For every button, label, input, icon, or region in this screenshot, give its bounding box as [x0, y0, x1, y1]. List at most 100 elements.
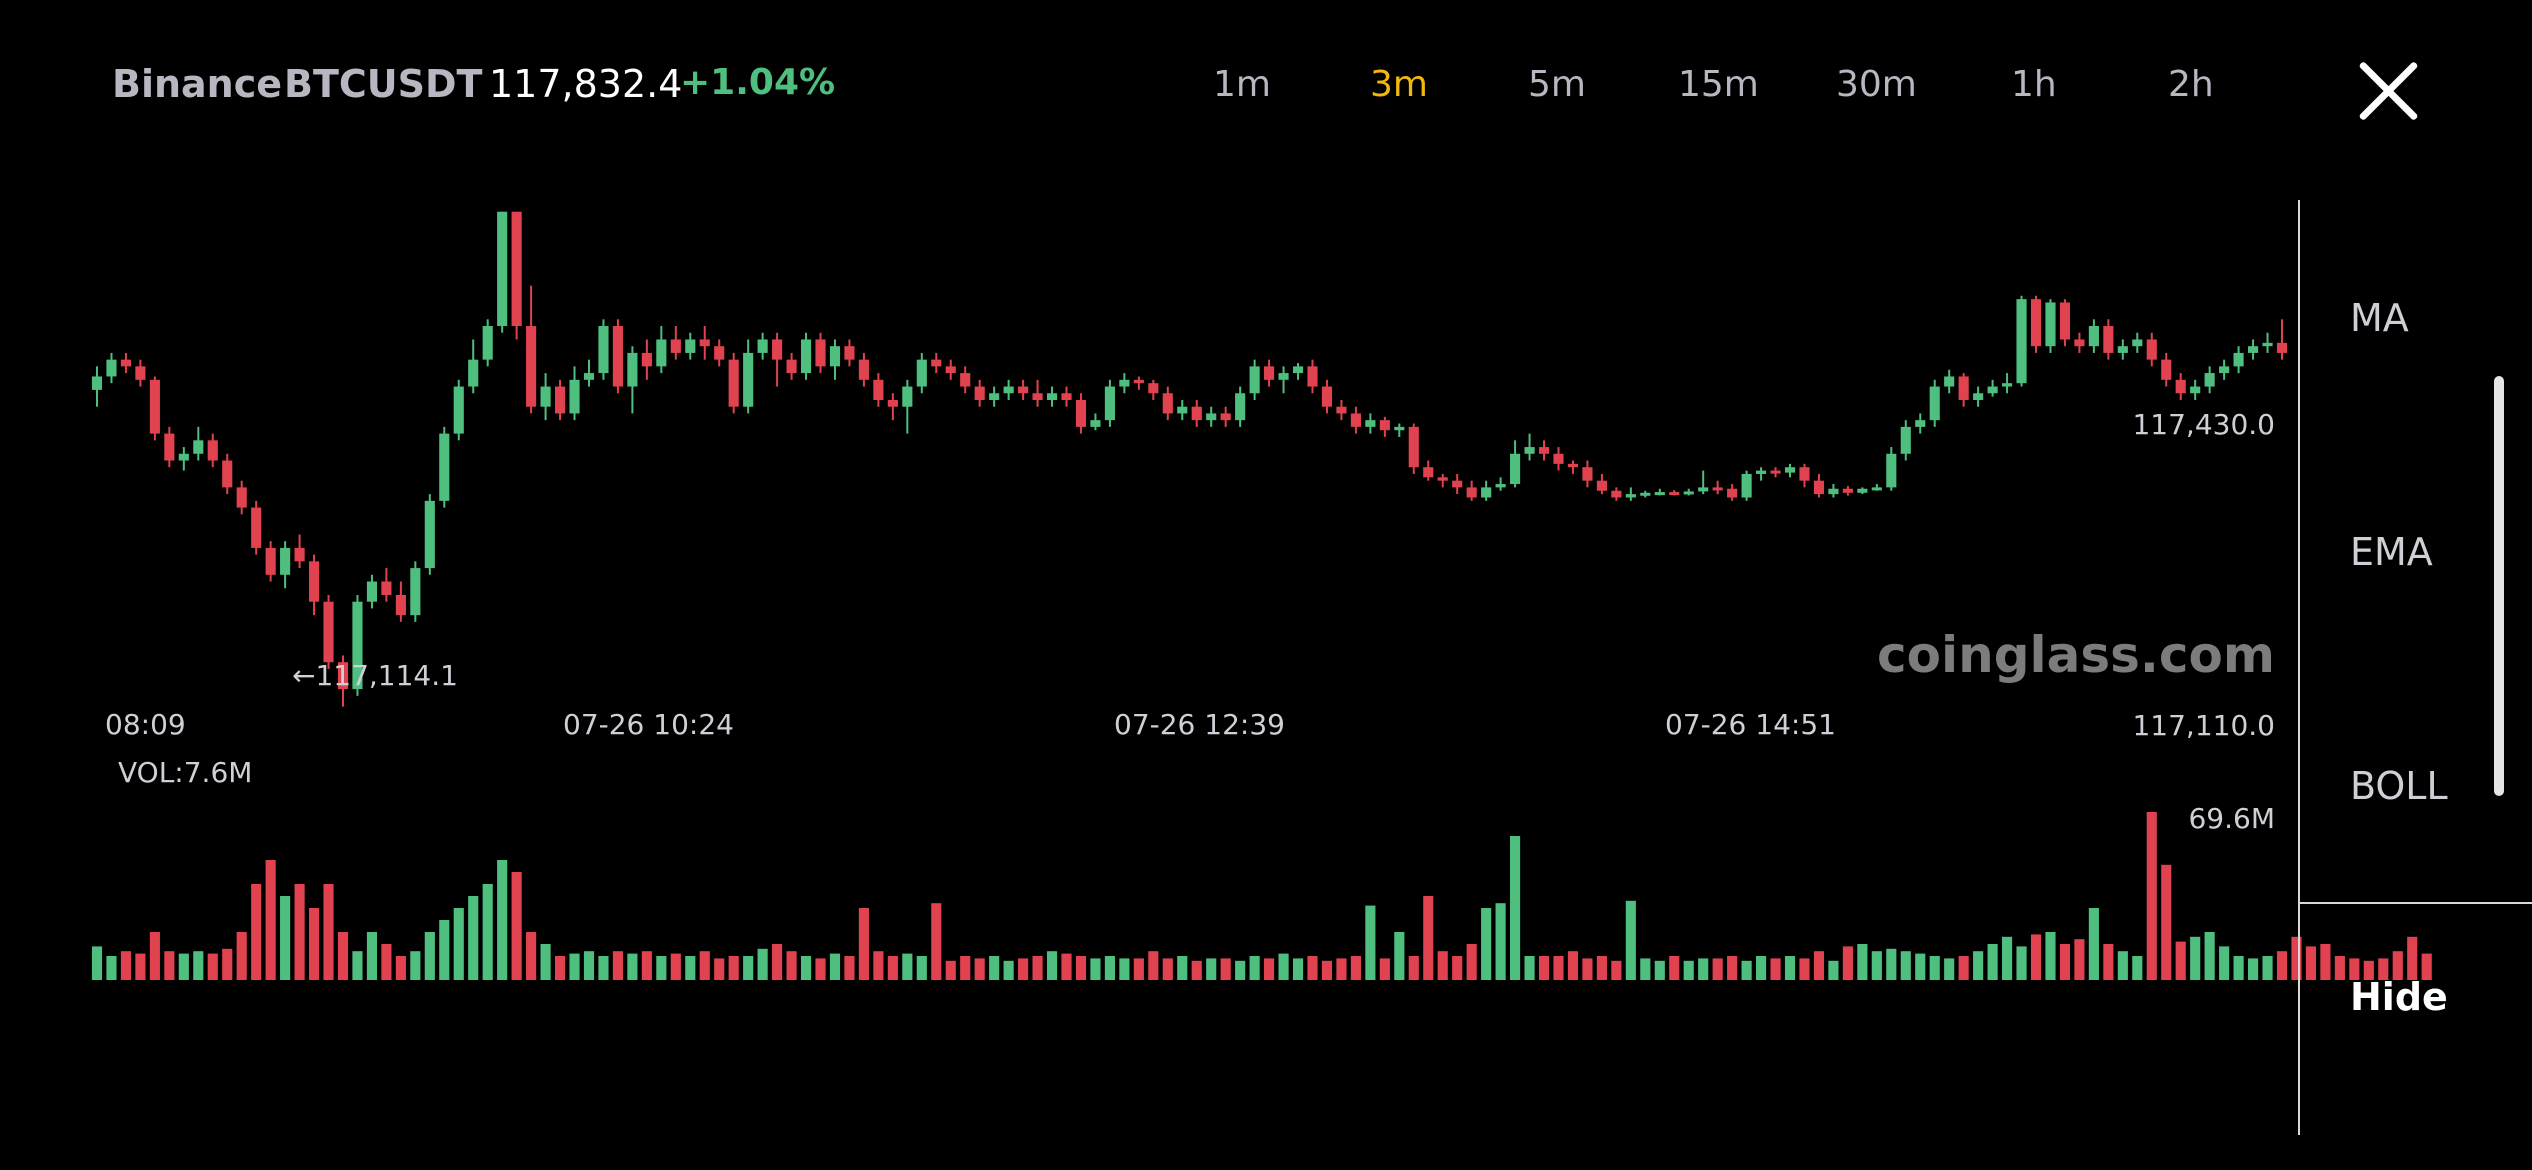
volume-bar — [1336, 958, 1347, 980]
tab-1h[interactable]: 1h — [2011, 64, 2057, 105]
volume-bar — [1582, 958, 1593, 980]
volume-bar — [149, 932, 160, 980]
volume-bar — [439, 920, 450, 980]
candle — [1394, 423, 1405, 437]
candle-body — [1987, 386, 1998, 394]
volume-max-label: 69.6M — [2188, 802, 2275, 835]
divider — [2300, 902, 2532, 904]
volume-bar — [91, 946, 103, 980]
candle — [2045, 299, 2056, 353]
volume-bar — [424, 932, 435, 980]
candle — [728, 352, 739, 414]
volume-bar — [2334, 956, 2345, 980]
candle-body — [1177, 406, 1188, 414]
candle-body — [1162, 393, 1173, 414]
candle-body — [815, 339, 826, 367]
volume-bar — [743, 956, 754, 980]
volume-bar — [280, 896, 291, 980]
candle — [829, 339, 841, 380]
tab-3m[interactable]: 3m — [1370, 64, 1428, 105]
tab-1m[interactable]: 1m — [1213, 64, 1271, 105]
candle-body — [1046, 393, 1058, 400]
volume-bar — [2291, 936, 2302, 980]
volume-bar — [1669, 956, 1680, 980]
candle — [612, 319, 623, 394]
candle-body — [1032, 393, 1043, 400]
tab-15m[interactable]: 15m — [1678, 64, 1759, 105]
volume-bar — [2219, 946, 2230, 980]
candle-body — [149, 379, 160, 434]
candle — [540, 373, 551, 421]
candle-body — [916, 359, 927, 387]
candle — [2059, 299, 2071, 347]
candle-body — [1408, 426, 1419, 468]
candle — [2132, 332, 2143, 353]
indicator-ema[interactable]: EMA — [2350, 530, 2433, 574]
candle — [1510, 440, 1521, 488]
candle — [2088, 319, 2099, 353]
candle — [308, 554, 320, 616]
scrollbar[interactable] — [2494, 376, 2504, 796]
candle — [1640, 490, 1651, 498]
candle-body — [2074, 339, 2085, 347]
candle — [1900, 420, 1911, 461]
candle-body — [1553, 453, 1564, 464]
volume-bar — [2132, 956, 2143, 980]
candle-body — [757, 339, 768, 353]
candle-body — [772, 339, 783, 360]
candle — [1177, 399, 1188, 421]
indicator-ma[interactable]: MA — [2350, 296, 2409, 340]
volume-bar — [381, 944, 392, 980]
candle-body — [641, 352, 652, 367]
tab-30m[interactable]: 30m — [1836, 64, 1917, 105]
volume-bar — [497, 860, 508, 980]
candle — [1495, 477, 1506, 491]
candle-body — [1075, 399, 1087, 427]
volume-bar — [511, 872, 522, 980]
candle — [1915, 413, 1926, 434]
candle-body — [366, 581, 377, 602]
candle — [2204, 366, 2215, 394]
indicator-boll[interactable]: BOLL — [2350, 764, 2448, 808]
volume-bar — [1379, 958, 1390, 980]
candle — [2247, 339, 2259, 360]
volume-bar — [2016, 946, 2027, 980]
volume-bar — [1264, 958, 1275, 980]
candle-body — [91, 376, 103, 390]
candle — [1235, 386, 1246, 427]
candle-body — [323, 601, 334, 663]
volume-bar — [1712, 958, 1723, 980]
volume-bar — [2059, 944, 2071, 980]
candle-body — [1756, 470, 1767, 474]
candle-body — [670, 339, 681, 353]
volume-bar — [685, 956, 696, 980]
candle-body — [728, 359, 739, 407]
candle — [1683, 488, 1694, 496]
candle-body — [714, 346, 725, 360]
candle — [366, 574, 377, 609]
symbol-name[interactable]: BTCUSDT — [284, 62, 483, 106]
candle — [800, 332, 812, 380]
candle — [1148, 379, 1159, 400]
candle — [1249, 359, 1260, 400]
volume-bar — [410, 951, 421, 980]
candle-body — [1828, 488, 1839, 495]
candle-body — [280, 547, 291, 575]
tab-2h[interactable]: 2h — [2168, 64, 2214, 105]
hide-button[interactable]: Hide — [2350, 975, 2448, 1019]
candle-body — [1915, 420, 1926, 427]
volume-bar — [265, 860, 276, 980]
volume-bar — [1249, 956, 1260, 980]
candle — [1423, 460, 1434, 481]
candle — [1553, 447, 1564, 471]
volume-bar — [858, 908, 869, 980]
candle-body — [1249, 366, 1260, 394]
tab-5m[interactable]: 5m — [1528, 64, 1586, 105]
candle-body — [1191, 406, 1202, 421]
candle — [1162, 386, 1173, 421]
candle — [251, 500, 262, 555]
candle-body — [410, 568, 421, 616]
candle-body — [1973, 393, 1984, 400]
candle-body — [974, 386, 985, 400]
